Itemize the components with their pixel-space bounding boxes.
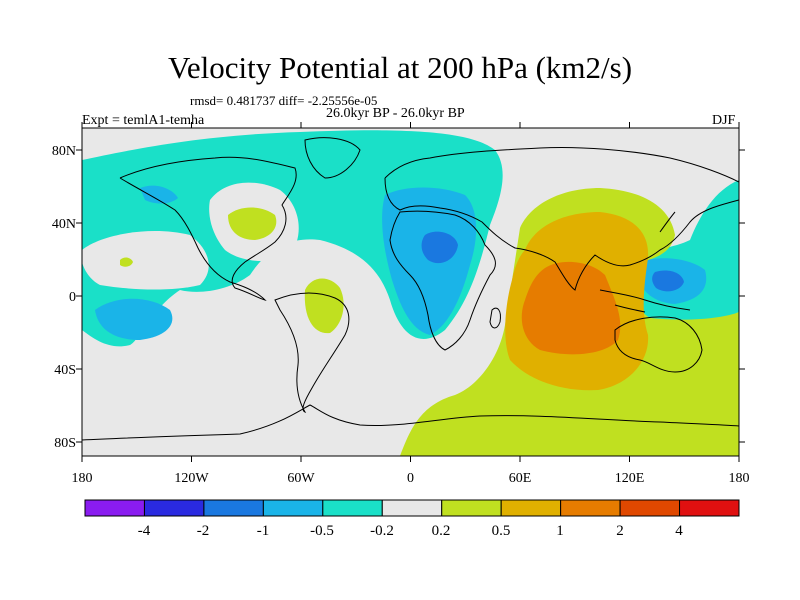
colorbar-box: [262, 499, 324, 517]
contour-fields: [82, 128, 739, 456]
colorbar-box: [203, 499, 264, 517]
lon-label-1: 180: [72, 471, 93, 486]
colorbar-label-2: -2: [197, 523, 210, 539]
colorbar-box: [560, 499, 621, 517]
lat-label-5: 80S: [54, 436, 76, 451]
lon-label-6: 120E: [615, 471, 645, 486]
coast-eurasia: [384, 146, 739, 291]
contour-neg-strong-westpac: [652, 270, 684, 292]
longitude-ticks: [81, 122, 740, 462]
lon-label-3: 60W: [287, 471, 315, 486]
contour-neutral-pacific: [82, 230, 209, 290]
colorbar-label-9: 2: [616, 523, 624, 539]
colorbar-boxes: [84, 499, 740, 517]
contour-pos-weak-namerica: [228, 207, 277, 240]
experiment-label: Expt = temlA1-temha: [82, 113, 205, 128]
colorbar-label-10: 4: [675, 523, 683, 539]
contour-neg-mid-atlantic: [382, 187, 477, 335]
period-label: 26.0kyr BP - 26.0kyr BP: [326, 106, 465, 121]
lat-label-2: 40N: [52, 217, 76, 232]
contour-pos-weak-hawaii: [120, 257, 133, 267]
lon-label-7: 180: [729, 471, 750, 486]
colorbar-box: [84, 499, 145, 517]
coastlines: [82, 137, 739, 441]
stats-text: rmsd= 0.481737 diff= -2.25556e-05: [190, 93, 378, 108]
colorbar-box: [500, 499, 562, 517]
colorbar-box: [619, 499, 681, 517]
coast-japan: [659, 211, 676, 233]
colorbar-box: [441, 499, 502, 517]
coast-africa: [389, 210, 496, 351]
season-label: DJF: [712, 113, 736, 128]
coast-south-america: [274, 292, 350, 414]
map-title: Velocity Potential at 200 hPa (km2/s): [167, 50, 633, 85]
colorbar-label-1: -4: [138, 523, 151, 539]
colorbar-box: [322, 499, 383, 517]
latitude-ticks: [76, 149, 745, 443]
coast-greenland: [304, 137, 361, 179]
colorbar-label-7: 0.5: [492, 523, 511, 539]
coast-australia: [614, 316, 703, 373]
colorbar-label-3: -1: [257, 523, 270, 539]
colorbar-box: [381, 499, 443, 517]
colorbar-label-5: -0.2: [370, 523, 394, 539]
colorbar-box: [143, 499, 205, 517]
lon-label-2: 120W: [174, 471, 209, 486]
lon-label-4: 0: [407, 471, 414, 486]
coast-madagascar: [489, 307, 501, 329]
lat-label-4: 40S: [54, 363, 76, 378]
lon-label-5: 60E: [509, 471, 532, 486]
coast-antarctica: [82, 404, 739, 441]
coast-north-america: [119, 156, 297, 302]
coast-indonesia: [599, 289, 691, 313]
colorbar-box: [679, 499, 740, 517]
contour-pos-weak-samerica: [304, 278, 344, 334]
contour-neg-mid-pacific: [95, 298, 173, 340]
colorbar-label-4: -0.5: [310, 523, 334, 539]
contour-pos-strong-indian: [521, 261, 621, 355]
contour-neg-strong-africa: [421, 231, 458, 264]
lat-label-1: 80N: [52, 144, 76, 159]
contour-neg-mid-northpac: [140, 185, 178, 204]
colorbar-label-6: 0.2: [432, 523, 451, 539]
lat-label-3: 0: [69, 290, 76, 305]
colorbar-label-8: 1: [556, 523, 564, 539]
